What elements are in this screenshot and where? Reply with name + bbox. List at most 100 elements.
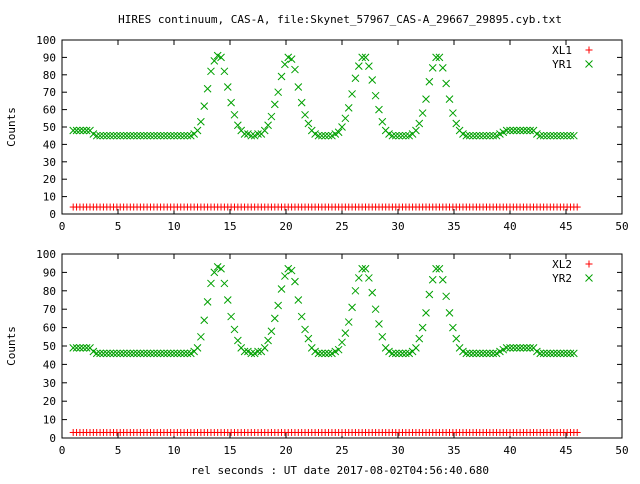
data-point [119,131,128,140]
data-point [536,131,545,140]
legend-label: XL2 [552,258,572,271]
data-point [344,104,353,112]
data-point [485,131,494,140]
series-xl2 [69,428,581,436]
data-point [573,203,581,211]
data-point [99,131,108,140]
data-point [465,349,474,358]
data-point [522,126,531,135]
x-tick-label: 15 [223,220,236,233]
data-point [247,349,256,358]
data-point [69,126,78,135]
data-point [472,131,481,140]
series-yr1 [69,51,578,140]
data-point [569,131,578,140]
data-point [180,349,188,358]
data-point [442,292,451,301]
data-point [136,131,145,140]
data-point [254,130,262,138]
data-point [193,126,202,135]
data-point [146,349,155,358]
x-tick-label: 30 [391,444,404,457]
y-tick-label: 60 [43,322,56,335]
data-point [149,349,158,358]
data-point [388,349,397,358]
data-point [82,343,91,352]
data-point [485,349,494,358]
data-point [344,318,353,326]
data-point [428,275,437,284]
data-point [160,131,168,140]
data-point [371,305,380,314]
data-point [358,53,367,62]
data-point [452,119,461,128]
legend-marker [585,260,593,268]
y-tick-label: 40 [43,138,56,151]
data-point [368,288,377,297]
data-point [123,131,131,140]
x-tick-label: 50 [615,444,628,457]
data-point [338,123,346,131]
data-point [287,266,296,275]
y-tick-label: 20 [43,395,56,408]
data-point [240,347,249,356]
data-point [183,349,192,358]
data-point [482,349,491,358]
data-point [512,126,521,135]
data-point [321,349,330,358]
data-point [129,349,138,358]
data-point [82,126,91,135]
data-point [203,84,212,93]
data-point [435,264,444,273]
data-point [452,334,461,343]
data-point [438,275,447,284]
data-point [160,349,168,358]
data-point [153,131,162,140]
data-point [240,130,249,138]
data-point [526,126,535,135]
data-point [156,349,165,358]
data-point [76,126,84,135]
series-xl1 [69,203,581,211]
data-point [543,131,551,140]
data-point [462,131,471,140]
data-point [469,349,477,358]
data-point [358,264,367,273]
data-point [233,121,242,130]
chart-panel-1: 0 5 10 15 20 25 30 35 40 45 50 0 10 20 30 40 50 60 70 80 90 1… [5,34,629,233]
chart-panel-2: 0 5 10 15 20 25 30 35 40 45 50 0 10 20 30 40 50 60 70 80 90 1… [5,248,629,457]
y-tick-label: 80 [43,285,56,298]
data-point [92,131,101,140]
data-point [519,343,528,352]
x-tick-label: 10 [167,220,180,233]
x-tick-label: 50 [615,220,628,233]
data-point [99,349,108,358]
data-point [412,343,420,352]
data-point [126,349,135,358]
x-tick-label: 25 [335,220,348,233]
y-tick-label: 30 [43,156,56,169]
data-point [348,90,356,98]
data-point [506,126,514,135]
data-point [539,349,548,358]
data-point [425,290,434,299]
x-tick-label: 0 [59,220,66,233]
data-point [391,349,400,358]
data-point [109,349,118,358]
legend-label: XL1 [552,44,572,57]
data-point [428,63,437,72]
x-tick-label: 45 [559,444,572,457]
data-point [338,338,346,347]
plot-frame [61,253,623,439]
data-point [398,349,407,358]
y-tick-label: 10 [43,191,56,204]
data-point [445,309,454,317]
data-point [317,349,326,358]
data-point [569,349,578,358]
data-point [116,349,125,358]
data-point [220,279,229,288]
data-point [76,343,84,352]
data-point [506,343,514,352]
data-point [96,131,104,140]
data-point [297,98,306,107]
